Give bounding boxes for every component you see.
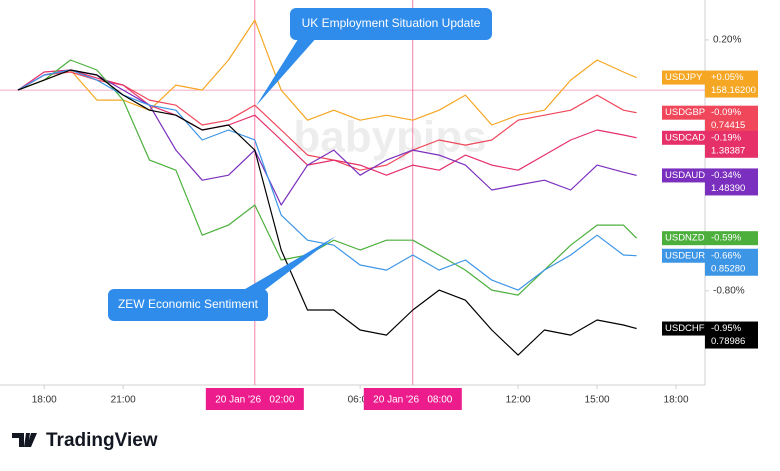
brand: TradingView [46, 430, 158, 451]
callout-zew: ZEW Economic Sentiment [108, 236, 336, 321]
crosshair-label: 20 Jan '26 02:00 [215, 395, 295, 406]
crosshair-label-box [363, 388, 462, 410]
value-box [705, 130, 758, 158]
x-tick-label: 12:00 [506, 395, 531, 406]
value-label: -0.34% [711, 170, 742, 181]
price-label: 158.16200 [711, 85, 756, 96]
series-name-box [662, 70, 705, 85]
x-tick-label: 18:00 [664, 395, 689, 406]
crosshair-label: 20 Jan '26 08:00 [373, 395, 453, 406]
plot-area [0, 0, 705, 385]
watermark: babypips [293, 113, 486, 162]
y-tick-label: -0.80% [713, 286, 745, 297]
series-name-box [662, 248, 705, 263]
value-label: -0.95% [711, 323, 742, 334]
legend-label: USDAUD [665, 170, 705, 181]
x-tick-label: 21:00 [111, 395, 136, 406]
series-name-box [662, 130, 705, 145]
series-name-box [662, 168, 705, 183]
x-tick-label: 15:00 [585, 395, 610, 406]
value-box [705, 105, 758, 133]
legend-label: USDNZD [665, 233, 705, 244]
series-line [17, 69, 637, 176]
series-name-box [662, 321, 705, 336]
value-label: -0.66% [711, 250, 742, 261]
legend-label: USDGBP [665, 107, 705, 118]
series-line [17, 69, 637, 206]
price-label: 0.78986 [711, 336, 745, 347]
value-box [705, 70, 758, 98]
crosshair-label-box [205, 388, 304, 410]
y-tick-label: 0.20% [713, 35, 741, 46]
annotation: ZEW Economic Sentiment [118, 297, 259, 311]
value-box [705, 321, 758, 349]
series-line [17, 59, 638, 296]
price-label: 0.85280 [711, 263, 745, 274]
legend-label: USDCHF [665, 323, 705, 334]
value-label: -0.09% [711, 107, 742, 118]
value-label: -0.59% [711, 233, 742, 244]
series-name-box [662, 231, 705, 246]
series-name-box [662, 105, 705, 120]
x-tick-label: 06:00 [348, 395, 373, 406]
value-box [705, 248, 758, 276]
legend-label: USDCAD [665, 132, 705, 143]
value-box [705, 231, 758, 246]
series-line [17, 69, 637, 356]
logo: TradingView [12, 430, 158, 451]
x-tick-label: 18:00 [32, 395, 57, 406]
price-label: 0.74415 [711, 120, 745, 131]
value-label: +0.05% [711, 72, 744, 83]
value-box [705, 168, 758, 196]
price-label: 1.38387 [711, 145, 745, 156]
price-label: 1.48390 [711, 183, 745, 194]
legend-label: USDEUR [665, 250, 705, 261]
callout-uk: UK Employment Situation Update [256, 8, 492, 106]
annotation: UK Employment Situation Update [302, 16, 481, 30]
value-label: -0.19% [711, 132, 742, 143]
legend-label: USDJPY [665, 72, 703, 83]
